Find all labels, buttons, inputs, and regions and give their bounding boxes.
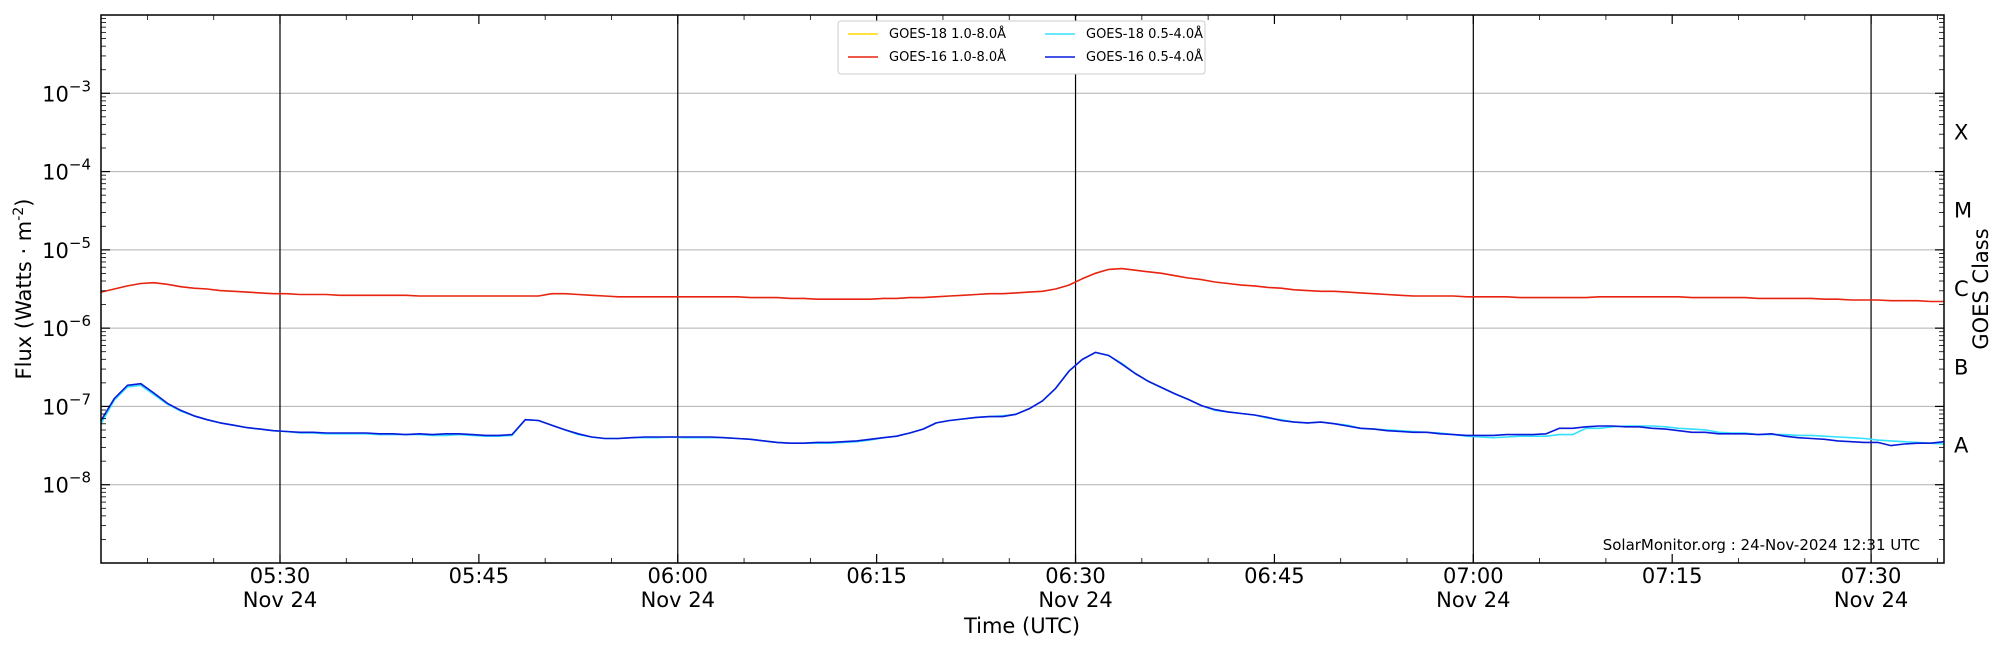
legend-box — [837, 20, 1206, 75]
goes-class-labels: A B C M X — [1954, 120, 1972, 457]
y-tick-label: 10−5 — [42, 234, 91, 263]
legend-entry-label: GOES-16 0.5-4.0Å — [1086, 49, 1203, 65]
plot-frame — [100, 14, 1945, 564]
goes-class-b-label: B — [1954, 355, 1968, 379]
x-tick-date-label: Nov 24 — [641, 588, 715, 612]
legend-entry-label: GOES-18 1.0-8.0Å — [889, 26, 1006, 42]
series-line-goes-16-1-0-8-0 — [100, 267, 1944, 303]
goes-class-axis-label: GOES Class — [1969, 228, 1993, 349]
goes-class-a-label: A — [1954, 434, 1969, 458]
series-lines — [100, 267, 1945, 447]
grid-lines — [101, 92, 1944, 486]
x-tick-label: 06:30 — [1045, 564, 1106, 588]
x-tick-date-label: Nov 24 — [1038, 588, 1112, 612]
goes-class-m-label: M — [1954, 199, 1972, 223]
legend-entry-label: GOES-18 0.5-4.0Å — [1086, 26, 1203, 42]
y-tick-label: 10−8 — [42, 469, 91, 498]
x-tick-label: 05:30 — [250, 564, 311, 588]
x-tick-date-label: Nov 24 — [1834, 588, 1908, 612]
x-tick-label: 07:15 — [1642, 564, 1703, 588]
x-tick-label: 05:45 — [449, 564, 510, 588]
series-line-goes-16-0-5-4-0 — [100, 351, 1945, 447]
x-tick-label: 06:45 — [1244, 564, 1305, 588]
y-tick-label: 10−4 — [42, 156, 91, 185]
legend-entry-label: GOES-16 1.0-8.0Å — [889, 49, 1006, 65]
x-axis-label: Time (UTC) — [963, 614, 1080, 638]
x-tick-date-label: Nov 24 — [1436, 588, 1510, 612]
x-tick-label: 06:15 — [846, 564, 907, 588]
x-tick-label: 07:30 — [1841, 564, 1902, 588]
y-tick-label: 10−6 — [42, 312, 91, 341]
goes-class-x-label: X — [1954, 120, 1968, 144]
x-tick-label: 07:00 — [1443, 564, 1504, 588]
credit-text: SolarMonitor.org : 24-Nov-2024 12:31 UTC — [1603, 536, 1920, 554]
legend: GOES-18 1.0-8.0Å GOES-16 1.0-8.0Å GOES-18 … — [837, 20, 1206, 75]
vertical-time-markers — [279, 15, 1872, 563]
goes-class-c-label: C — [1954, 277, 1969, 301]
series-line-goes-18-0-5-4-0 — [100, 351, 1945, 445]
y-tick-label: 10−7 — [42, 390, 91, 419]
x-tick-date-label: Nov 24 — [243, 588, 317, 612]
y-axis-label: Flux (Watts · m-2) — [11, 199, 36, 380]
y-tick-label: 10−3 — [42, 77, 91, 106]
x-tick-label: 06:00 — [648, 564, 709, 588]
